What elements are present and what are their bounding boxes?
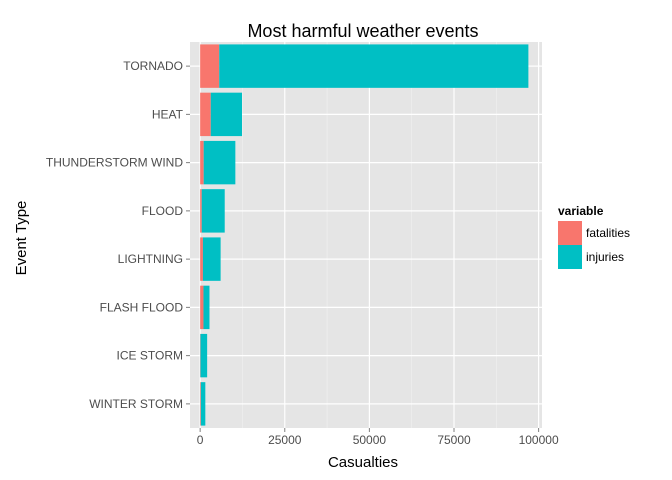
x-tick-label: 50000 bbox=[353, 433, 387, 447]
bar-thunderstorm-wind-fatalities bbox=[200, 140, 204, 185]
bar-flood-injuries bbox=[201, 189, 225, 233]
x-axis: 0 25000 50000 75000 100000 bbox=[197, 428, 559, 447]
bar-flash-flood-fatalities bbox=[200, 285, 204, 330]
bar-flood-fatalities bbox=[200, 189, 202, 233]
chart-title: Most harmful weather events bbox=[247, 21, 478, 41]
bar-thunderstorm-wind-injuries bbox=[203, 140, 236, 185]
y-tick-label: WINTER STORM bbox=[89, 397, 183, 411]
bar-lightning-injuries bbox=[202, 237, 221, 281]
x-tick-label: 75000 bbox=[437, 433, 471, 447]
y-tick-label: THUNDERSTORM WIND bbox=[46, 156, 183, 170]
bar-ice-storm-injuries bbox=[200, 333, 208, 378]
x-tick-label: 25000 bbox=[268, 433, 302, 447]
y-tick-label: FLASH FLOOD bbox=[100, 300, 184, 314]
bar-flash-flood-injuries bbox=[203, 285, 210, 330]
y-tick-label: HEAT bbox=[152, 107, 184, 121]
y-tick-label: ICE STORM bbox=[117, 349, 183, 363]
legend: variable fatalities injuries bbox=[558, 204, 630, 269]
bar-tornado-injuries bbox=[219, 44, 529, 88]
bar-lightning-fatalities bbox=[200, 237, 203, 281]
x-tick-label: 0 bbox=[197, 433, 204, 447]
y-tick-label: FLOOD bbox=[142, 204, 184, 218]
bar-winter-storm-fatalities bbox=[200, 382, 201, 426]
x-tick-label: 100000 bbox=[519, 433, 559, 447]
legend-key-fatalities bbox=[558, 221, 582, 245]
bars bbox=[200, 44, 529, 426]
panel-background bbox=[190, 42, 542, 428]
legend-label-fatalities: fatalities bbox=[586, 226, 630, 240]
bar-winter-storm-injuries bbox=[200, 382, 206, 426]
legend-title: variable bbox=[558, 204, 604, 218]
y-tick-label: LIGHTNING bbox=[118, 252, 183, 266]
x-axis-title: Casualties bbox=[328, 454, 398, 471]
bar-heat-injuries bbox=[210, 92, 242, 137]
grid-minor bbox=[242, 42, 497, 428]
bar-tornado-fatalities bbox=[200, 44, 220, 88]
y-tick-label: TORNADO bbox=[123, 59, 183, 73]
y-axis-title: Event Type bbox=[13, 201, 30, 276]
y-axis: TORNADO HEAT THUNDERSTORM WIND FLOOD LIGHTNI… bbox=[46, 59, 190, 411]
grid-major bbox=[190, 42, 542, 428]
legend-label-injuries: injuries bbox=[586, 250, 624, 264]
bar-heat-fatalities bbox=[200, 92, 211, 137]
legend-key-injuries bbox=[558, 245, 582, 269]
